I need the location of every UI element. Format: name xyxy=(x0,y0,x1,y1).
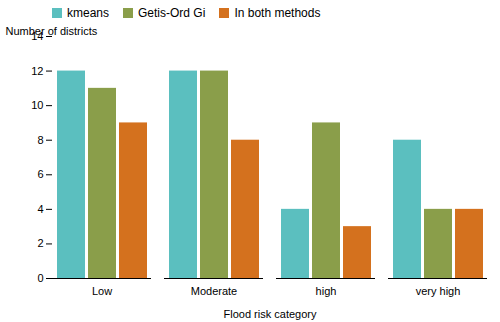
svg-text:12: 12 xyxy=(31,65,43,77)
svg-text:Number of districts: Number of districts xyxy=(6,25,98,37)
svg-text:4: 4 xyxy=(37,203,43,215)
html-text:Getis-Ord Gi: Getis-Ord Gi xyxy=(138,6,206,20)
svg-text:2: 2 xyxy=(37,237,43,249)
svg-text:Low: Low xyxy=(92,285,112,297)
svg-text:Flood risk category: Flood risk category xyxy=(224,308,317,320)
svg-text:6: 6 xyxy=(37,168,43,180)
svg-text:very high: very high xyxy=(416,285,461,297)
svg-text:8: 8 xyxy=(37,134,43,146)
svg-text:high: high xyxy=(316,285,337,297)
svg-text:Moderate: Moderate xyxy=(191,285,237,297)
html-text:kmeans: kmeans xyxy=(67,6,109,20)
html-text:In both methods: In both methods xyxy=(234,6,321,20)
svg-text:10: 10 xyxy=(31,99,43,111)
svg-text:0: 0 xyxy=(37,272,43,284)
